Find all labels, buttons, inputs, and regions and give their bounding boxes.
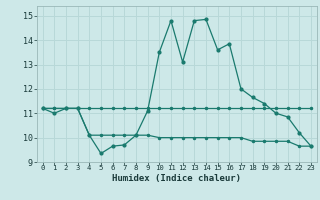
X-axis label: Humidex (Indice chaleur): Humidex (Indice chaleur) — [112, 174, 241, 183]
